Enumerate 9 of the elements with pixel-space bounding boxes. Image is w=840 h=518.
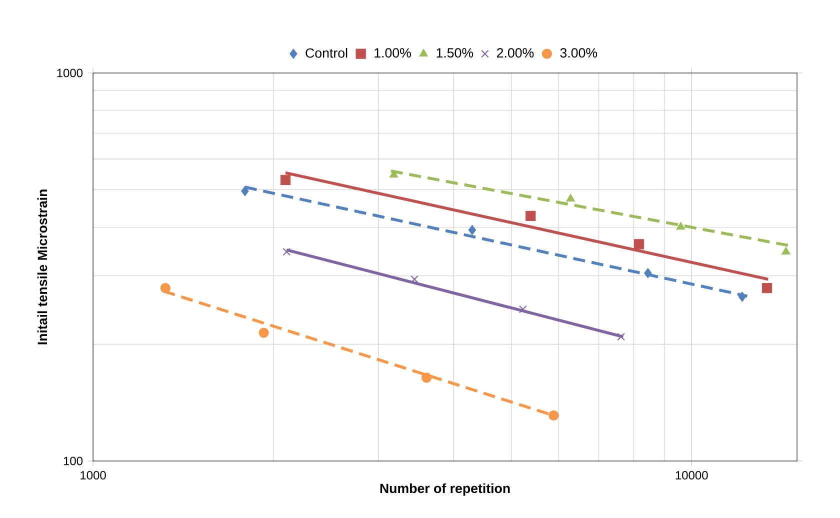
legend-label: 3.00% bbox=[560, 48, 598, 58]
x-tick-label: 10000 bbox=[676, 471, 708, 480]
y-tick-label: 100 bbox=[64, 456, 83, 466]
legend-label: Control bbox=[306, 48, 348, 58]
legend-label: 1.00% bbox=[374, 48, 411, 58]
legend-label: 1.50% bbox=[436, 48, 474, 58]
x-axis-title: Number of repetition bbox=[380, 483, 510, 496]
y-axis-title: Initail tensile Microstrain bbox=[37, 190, 48, 344]
legend-label: 2.00% bbox=[496, 48, 534, 58]
